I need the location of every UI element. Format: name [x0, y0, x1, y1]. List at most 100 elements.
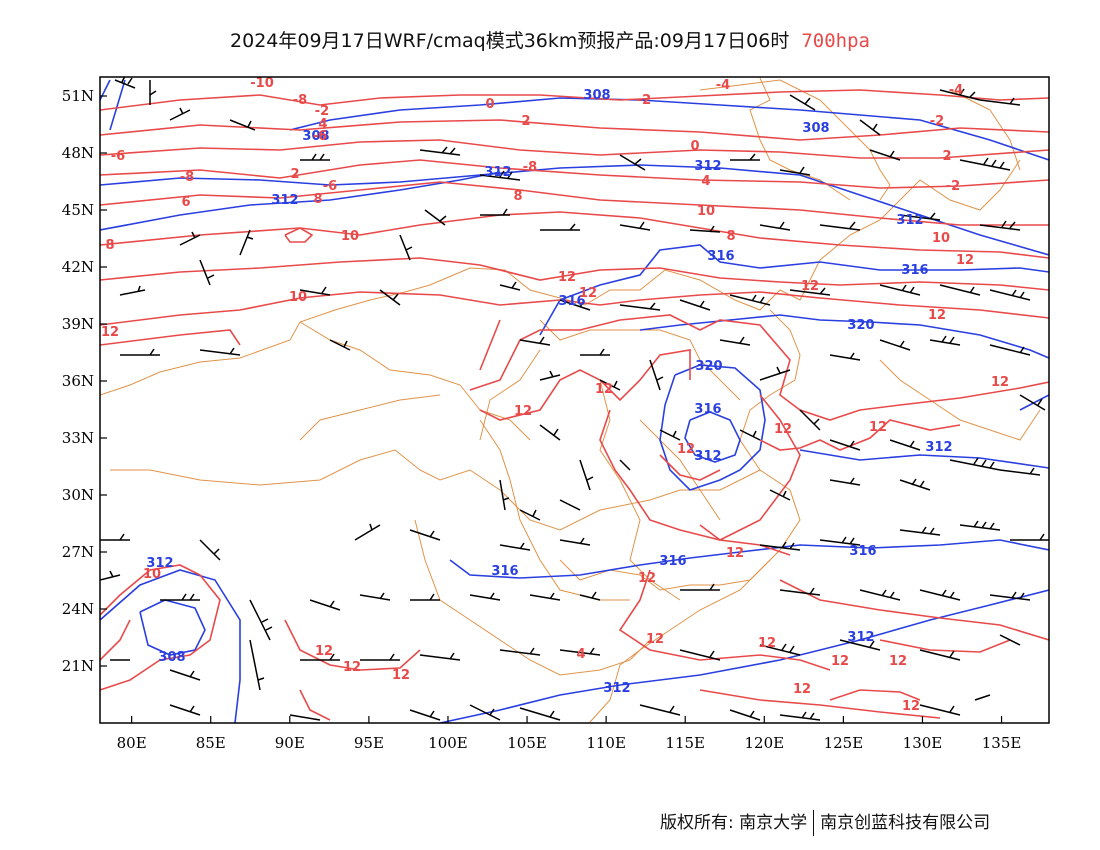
temperature-labels: -10 -8 -2 -4 0 -2 2 -4 4 -6 -6 0 -2 2 -8…	[101, 76, 1009, 714]
temp-label: 12	[638, 571, 656, 586]
height-label: 312	[896, 213, 923, 228]
temp-label: 12	[774, 422, 792, 437]
temp-label: -2	[315, 104, 329, 119]
temp-label: 10	[143, 567, 161, 582]
lat-tick-label: 36N	[62, 372, 94, 390]
height-label: 316	[707, 249, 734, 264]
lon-tick-label: 80E	[117, 734, 147, 752]
lon-tick-label: 120E	[745, 734, 785, 752]
temp-label: -2	[946, 179, 960, 194]
temp-label: 12	[101, 325, 119, 340]
temp-label: 6	[181, 195, 190, 210]
height-label: 312	[603, 681, 630, 696]
lat-tick-label: 30N	[62, 486, 94, 504]
temp-label: 12	[902, 699, 920, 714]
footer-right: 南京创蓝科技有限公司	[820, 813, 991, 833]
height-label: 308	[583, 88, 610, 103]
height-label: 312	[484, 165, 511, 180]
lon-tick-label: 85E	[196, 734, 226, 752]
temp-label: 2	[942, 149, 951, 164]
temp-label: -8	[180, 170, 194, 185]
lat-tick-label: 51N	[62, 87, 94, 105]
temp-label: 12	[831, 654, 849, 669]
temperature-contours	[100, 89, 1049, 721]
temp-label: 10	[341, 229, 359, 244]
lon-tick-label: 110E	[586, 734, 626, 752]
temp-label: -6	[313, 129, 327, 144]
height-label: 312	[694, 159, 721, 174]
lon-tick-label: 100E	[428, 734, 468, 752]
lon-tick-label: 90E	[275, 734, 305, 752]
temp-label: 12	[801, 279, 819, 294]
height-label: 312	[847, 630, 874, 645]
height-label: 316	[659, 554, 686, 569]
temp-label: 12	[991, 375, 1009, 390]
height-label: 316	[558, 294, 585, 309]
temp-label: -6	[323, 179, 337, 194]
temp-label: -2	[637, 93, 651, 108]
temp-label: 12	[579, 286, 597, 301]
temp-label: 12	[392, 668, 410, 683]
temp-label: 12	[726, 546, 744, 561]
height-label: 316	[849, 544, 876, 559]
temp-label: 12	[343, 660, 361, 675]
lat-tick-label: 42N	[62, 258, 94, 276]
temp-label: 0	[690, 139, 699, 154]
lat-tick-label: 48N	[62, 144, 94, 162]
height-label: 316	[491, 564, 518, 579]
temp-label: 12	[758, 636, 776, 651]
lat-tick-label: 24N	[62, 600, 94, 618]
height-label: 312	[146, 556, 173, 571]
temp-label: 12	[677, 442, 695, 457]
title-main: 2024年09月17日WRF/cmaq模式36km预报产品:09月17日06时	[230, 30, 790, 52]
lon-tick-label: 135E	[982, 734, 1022, 752]
temp-label: 2	[290, 167, 299, 182]
temp-label: -8	[293, 93, 307, 108]
temp-label: 2	[521, 114, 530, 129]
height-label: 316	[901, 263, 928, 278]
height-label: 312	[925, 440, 952, 455]
height-labels: 308 308 308 312 312 312 312 316 316 316 …	[146, 88, 952, 696]
lon-tick-label: 130E	[903, 734, 943, 752]
longitude-axis: 80E 85E 90E 95E 100E 105E 110E 115E 120E 125E 130E…	[117, 716, 1022, 752]
temp-label: 12	[595, 382, 613, 397]
copyright-footer: 版权所有: 南京大学 南京创蓝科技有限公司	[660, 808, 990, 836]
height-label: 308	[302, 129, 329, 144]
title-level: 700hpa	[801, 30, 870, 52]
temp-label: 4	[318, 117, 327, 132]
lon-tick-label: 95E	[354, 734, 384, 752]
lat-tick-label: 39N	[62, 315, 94, 333]
map-title: 2024年09月17日WRF/cmaq模式36km预报产品:09月17日06时 7…	[0, 26, 1100, 53]
temp-label: 0	[485, 97, 494, 112]
lon-tick-label: 105E	[507, 734, 547, 752]
temp-label: 12	[793, 682, 811, 697]
lat-tick-label: 21N	[62, 657, 94, 675]
lon-tick-label: 115E	[665, 734, 705, 752]
temp-label: 12	[646, 632, 664, 647]
lon-tick-label: 125E	[824, 734, 864, 752]
latitude-axis: 21N 24N 27N 30N 33N 36N 39N 42N 45N 48N 51N	[62, 87, 107, 675]
temp-label: 8	[105, 238, 114, 253]
footer-separator	[813, 810, 815, 836]
temp-label: -2	[930, 114, 944, 129]
temp-label: 12	[956, 253, 974, 268]
temp-label: 12	[558, 270, 576, 285]
height-label: 312	[271, 193, 298, 208]
plot-frame	[99, 76, 1050, 724]
temp-label: 8	[513, 189, 522, 204]
temp-label: -8	[523, 160, 537, 175]
height-label: 308	[802, 121, 829, 136]
temp-label: 12	[928, 308, 946, 323]
temp-label: -4	[949, 83, 963, 98]
lat-tick-label: 33N	[62, 429, 94, 447]
height-label: 312	[694, 449, 721, 464]
temp-label: 10	[697, 204, 715, 219]
temp-label: 12	[869, 420, 887, 435]
temp-label: -10	[250, 76, 274, 91]
temp-label: -4	[716, 78, 730, 93]
temp-label: 12	[889, 654, 907, 669]
temp-label: 8	[313, 192, 322, 207]
temp-label: -6	[111, 149, 125, 164]
temp-label: 10	[932, 231, 950, 246]
